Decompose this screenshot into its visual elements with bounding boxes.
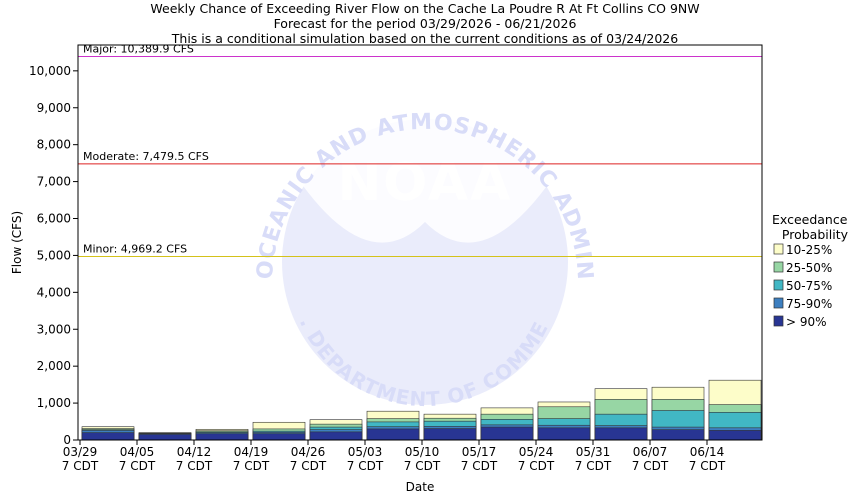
bar-03-29-level-0 (81, 432, 135, 441)
y-tick-label: 8,000 (37, 138, 71, 152)
chart-title-line-3: This is a conditional simulation based o… (171, 31, 678, 46)
x-tick-label-date: 04/05 (120, 445, 155, 459)
x-axis-label: Date (406, 480, 435, 494)
y-tick-label: 4,000 (37, 285, 71, 299)
x-tick-label-date: 05/31 (576, 445, 611, 459)
x-tick-label-time: 7 CDT (347, 459, 384, 473)
y-tick-label: 1,000 (37, 396, 71, 410)
x-tick-label-time: 7 CDT (233, 459, 270, 473)
noaa-logo-text: NOAA (338, 153, 513, 213)
legend-entry-label: > 90% (786, 315, 827, 329)
chart-title: Weekly Chance of Exceeding River Flow on… (150, 1, 699, 46)
bar-05-24-level-0 (537, 427, 591, 441)
y-tick-label: 7,000 (37, 175, 71, 189)
x-tick-label-date: 04/19 (234, 445, 269, 459)
y-tick-label: 0 (63, 433, 71, 447)
x-tick-label-time: 7 CDT (404, 459, 441, 473)
bar-04-05-level-0 (138, 434, 192, 441)
bar-06-14-level-0 (708, 430, 762, 441)
x-tick-label-time: 7 CDT (632, 459, 669, 473)
x-tick-label-date: 05/17 (462, 445, 497, 459)
x-tick-label-date: 06/14 (690, 445, 725, 459)
x-tick-label-date: 04/26 (291, 445, 326, 459)
y-tick-label: 5,000 (37, 248, 71, 262)
legend-swatch (773, 297, 784, 309)
legend-entry-label: 50-75% (786, 279, 832, 293)
bar-05-03-level-0 (366, 428, 420, 441)
flood-thresholds: Major: 10,389.9 CFS Moderate: 7,479.5 CFS… (78, 42, 762, 258)
threshold-label-0: Major: 10,389.9 CFS (83, 42, 194, 55)
legend-entry-label: 75-90% (786, 297, 832, 311)
y-tick-label: 9,000 (37, 101, 71, 115)
x-tick-label-time: 7 CDT (689, 459, 726, 473)
chart-title-line-2: Forecast for the period 03/29/2026 - 06/… (274, 16, 577, 31)
bar-04-12-level-0 (195, 433, 249, 441)
x-tick-label-date: 03/29 (63, 445, 98, 459)
threshold-label-1: Moderate: 7,479.5 CFS (83, 150, 209, 163)
x-tick-label-time: 7 CDT (518, 459, 555, 473)
x-tick-label-date: 05/24 (519, 445, 554, 459)
x-tick-label-date: 05/10 (405, 445, 440, 459)
bar-05-17-level-0 (480, 426, 534, 441)
legend-swatch (773, 243, 784, 255)
legend-entry-label: 25-50% (786, 261, 832, 275)
bar-04-26-level-0 (309, 431, 363, 441)
legend-swatch (773, 279, 784, 291)
bar-06-07-level-0 (651, 429, 705, 441)
y-tick-label: 10,000 (29, 64, 71, 78)
legend-entry-label: 10-25% (786, 243, 832, 257)
x-tick-label-time: 7 CDT (290, 459, 327, 473)
noaa-logo-bird (290, 114, 560, 243)
chart-title-line-1: Weekly Chance of Exceeding River Flow on… (150, 1, 699, 16)
plot-frame (77, 44, 763, 441)
x-tick-label-date: 04/12 (177, 445, 212, 459)
bar-stacks (81, 379, 762, 441)
legend-swatch (773, 261, 784, 273)
x-tick-label-time: 7 CDT (119, 459, 156, 473)
legend-title-line-2: Probability (782, 227, 849, 242)
y-tick-label: 2,000 (37, 359, 71, 373)
bar-05-31-level-0 (594, 427, 648, 441)
x-tick-label-date: 06/07 (633, 445, 668, 459)
y-tick-label: 6,000 (37, 212, 71, 226)
legend-swatch (773, 315, 784, 327)
x-tick-label-time: 7 CDT (62, 459, 99, 473)
legend-title-line-1: Exceedance (772, 212, 848, 227)
x-tick-label-date: 05/03 (348, 445, 383, 459)
threshold-label-2: Minor: 4,969.2 CFS (83, 243, 187, 256)
x-tick-label-time: 7 CDT (575, 459, 612, 473)
y-axis-label: Flow (CFS) (10, 211, 24, 274)
x-tick-label-time: 7 CDT (461, 459, 498, 473)
bar-04-19-level-0 (252, 433, 306, 441)
axes: 0 1,000 2,000 3,000 4,000 5,000 6,000 7,000 8,00… (10, 44, 763, 494)
x-tick-label-time: 7 CDT (176, 459, 213, 473)
noaa-watermark: NATIONAL OCEANIC AND ATMOSPHERIC ADMINIS… (0, 0, 596, 411)
y-tick-label: 3,000 (37, 322, 71, 336)
bar-05-10-level-0 (423, 428, 477, 441)
